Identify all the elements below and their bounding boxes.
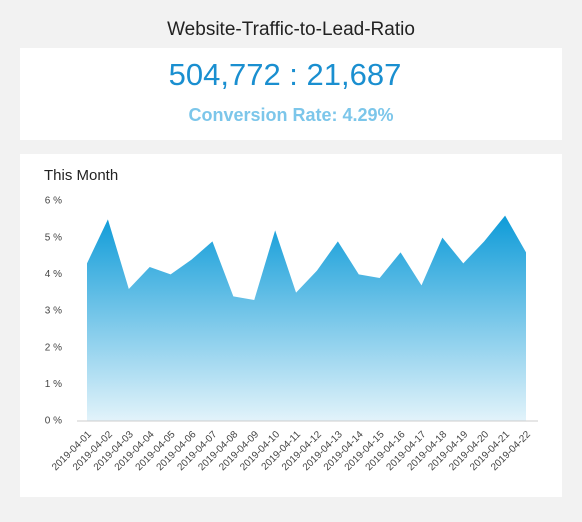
chart-title: This Month [44, 167, 118, 184]
y-tick-label: 0 % [45, 416, 62, 427]
area [87, 215, 526, 421]
kpi-rate: Conversion Rate: 4.29% [188, 105, 393, 125]
y-tick-label: 2 % [45, 342, 62, 353]
kpi-card [20, 48, 562, 140]
page-title: Website-Traffic-to-Lead-Ratio [167, 19, 415, 40]
y-tick-label: 1 % [45, 379, 62, 390]
y-tick-label: 4 % [45, 269, 62, 280]
kpi-ratio: 504,772 : 21,687 [169, 57, 402, 92]
y-tick-label: 5 % [45, 232, 62, 243]
y-tick-label: 6 % [45, 196, 62, 207]
y-tick-label: 3 % [45, 306, 62, 317]
